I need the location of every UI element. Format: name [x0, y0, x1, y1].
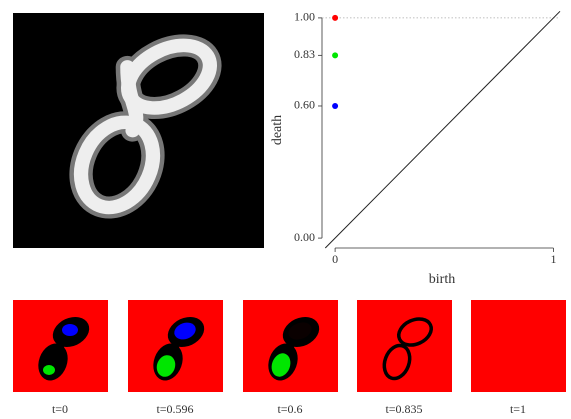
y-tick-label: 1.00 [294, 10, 315, 24]
point [332, 15, 338, 21]
panel-label: t=1 [510, 402, 526, 416]
x-axis-label: birth [429, 272, 455, 287]
figure: t=0 t=0.596 t=0.6 t=0.835 t=1 birth deat… [0, 0, 571, 419]
point [332, 52, 338, 58]
y-tick-label: 0.83 [294, 47, 315, 61]
panel-label: t=0 [52, 402, 68, 416]
panel-label: t=0.835 [385, 402, 422, 416]
panel-label: t=0.596 [156, 402, 193, 416]
panel [471, 300, 566, 392]
x-tick-label: 1 [550, 252, 556, 266]
panel [128, 300, 223, 392]
x-tick-label: 0 [332, 252, 338, 266]
y-axis-label: death [270, 115, 285, 145]
y-tick-label: 0.00 [294, 230, 315, 244]
input-image [13, 13, 264, 248]
y-tick-label: 0.60 [294, 98, 315, 112]
diagonal [325, 11, 560, 248]
panel [357, 300, 452, 392]
panel [13, 300, 108, 392]
panel-label: t=0.6 [277, 402, 302, 416]
point [332, 103, 338, 109]
panel [243, 300, 338, 392]
